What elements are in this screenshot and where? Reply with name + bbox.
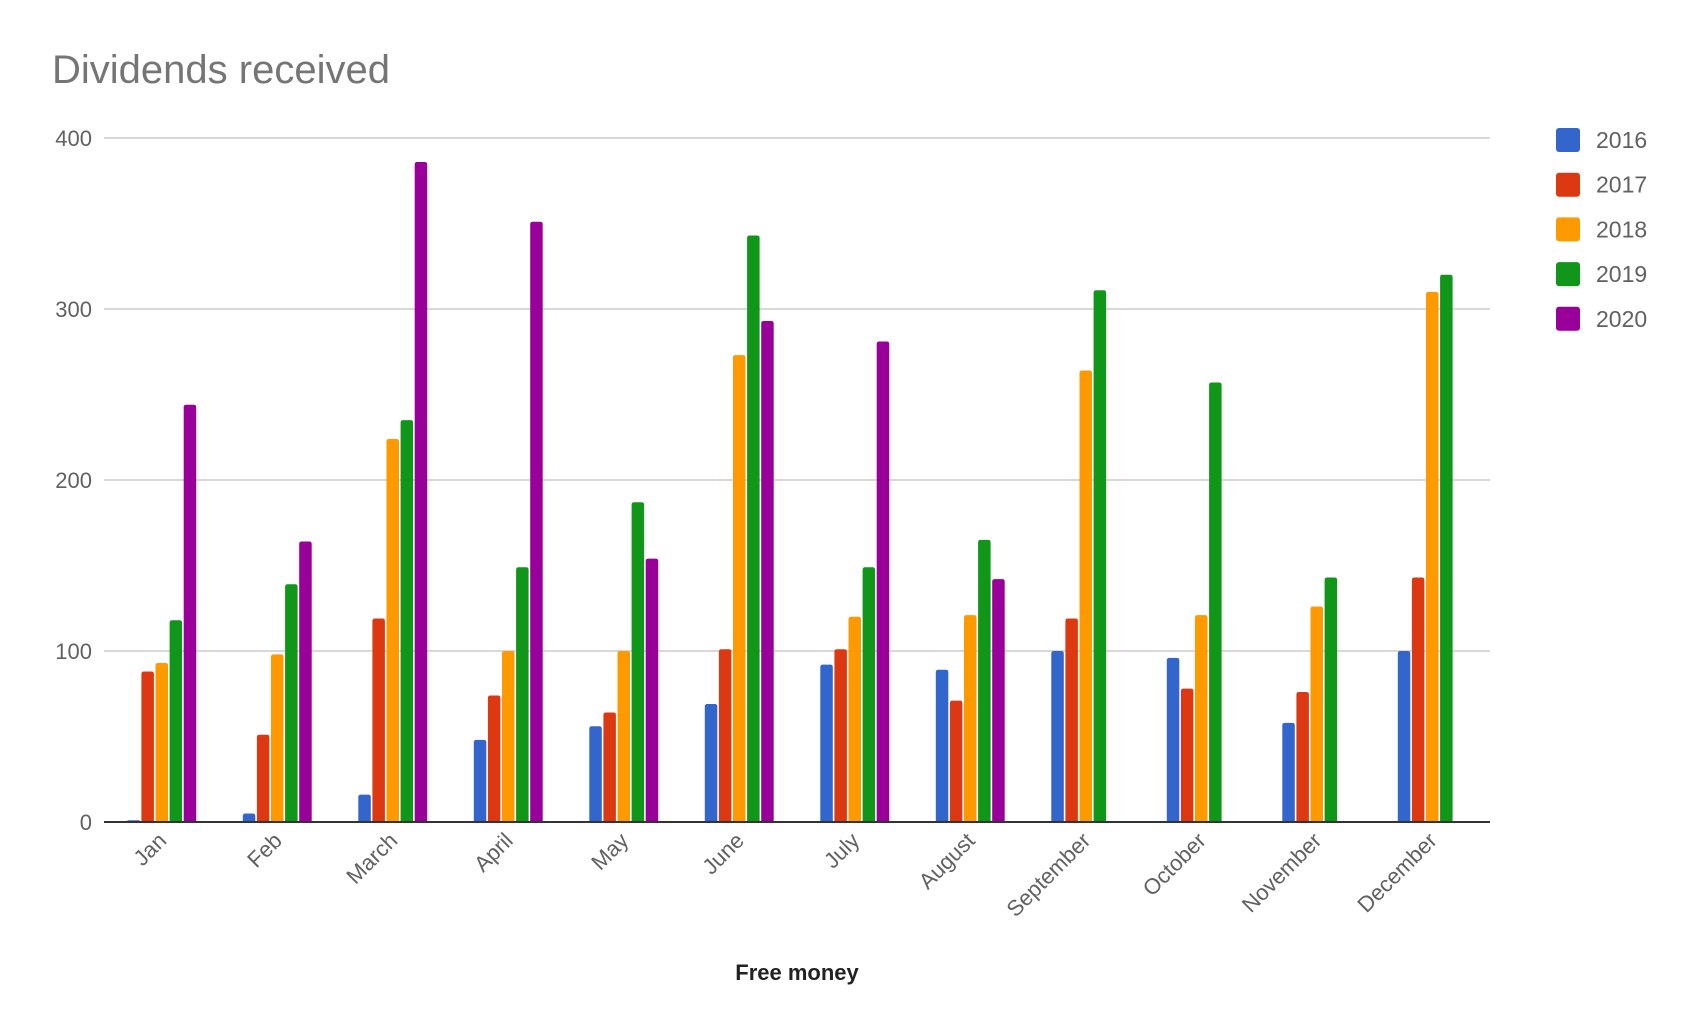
- x-category-label: July: [819, 828, 864, 873]
- x-category-label: May: [586, 828, 633, 875]
- bar-2016-july: [820, 664, 833, 822]
- bar-2018-jan: [155, 662, 168, 822]
- bar-2019-june: [747, 235, 760, 823]
- x-category-label: September: [1002, 828, 1096, 922]
- bar-2017-november: [1296, 692, 1309, 822]
- x-category-label: Feb: [242, 828, 286, 872]
- y-tick-label: 200: [55, 468, 92, 493]
- bar-2020-august: [992, 579, 1005, 822]
- bar-2018-december: [1426, 291, 1439, 822]
- bar-2020-july: [876, 341, 890, 822]
- y-axis-ticks: 0 100 200 300 400: [55, 126, 92, 835]
- x-category-label: December: [1352, 828, 1441, 917]
- bar-2017-july: [834, 649, 847, 822]
- y-tick-label: 100: [55, 639, 92, 664]
- bar-2017-may: [603, 712, 616, 822]
- x-axis-title: Free money: [735, 960, 859, 985]
- x-category-label: April: [469, 828, 518, 877]
- legend-swatch-2017: [1556, 172, 1580, 197]
- bar-2018-april: [502, 651, 515, 822]
- bar-2017-august: [949, 700, 963, 822]
- legend-swatch-2020: [1556, 306, 1580, 331]
- legend-swatch-2016: [1556, 128, 1580, 152]
- gridlines: [104, 137, 1490, 652]
- y-tick-label: 0: [80, 810, 92, 835]
- bar-2019-december: [1440, 274, 1453, 822]
- bar-2018-feb: [271, 654, 284, 822]
- x-category-label: November: [1237, 828, 1326, 917]
- bar-2019-october: [1209, 382, 1222, 822]
- bar-2018-november: [1310, 606, 1323, 822]
- bar-2018-october: [1195, 615, 1208, 822]
- bar-2018-september: [1079, 370, 1092, 822]
- bar-2018-may: [617, 651, 630, 822]
- bar-2017-december: [1411, 577, 1425, 822]
- bars: [127, 161, 1453, 823]
- bar-2019-september: [1093, 290, 1107, 822]
- bar-2016-june: [704, 704, 718, 822]
- y-tick-label: 300: [55, 297, 92, 322]
- bar-2020-jan: [183, 404, 197, 822]
- x-category-label: March: [341, 828, 402, 889]
- bar-2016-feb: [242, 813, 256, 822]
- legend-label-2017: 2017: [1596, 172, 1647, 198]
- legend-label-2016: 2016: [1596, 127, 1647, 153]
- legend-swatch-2018: [1556, 217, 1580, 242]
- legend-label-2019: 2019: [1596, 261, 1647, 287]
- legend-label-2020: 2020: [1596, 306, 1647, 332]
- bar-2017-september: [1065, 618, 1078, 822]
- bar-2019-march: [400, 420, 414, 822]
- legend-swatch-2019: [1556, 262, 1580, 287]
- x-category-label: Jan: [129, 828, 172, 871]
- bar-2017-october: [1180, 688, 1194, 822]
- bar-2019-jan: [169, 620, 183, 822]
- bar-2018-august: [964, 615, 977, 822]
- bar-2018-june: [733, 355, 746, 822]
- bar-2019-august: [978, 539, 991, 822]
- x-category-label: October: [1138, 828, 1211, 901]
- bar-2017-april: [487, 695, 501, 822]
- x-axis-categories: Jan Feb March April May June July August Septemb…: [129, 828, 1442, 922]
- bar-2019-july: [862, 567, 876, 822]
- bar-2019-april: [516, 567, 529, 822]
- bar-2018-july: [848, 616, 861, 822]
- bar-2016-may: [589, 726, 602, 822]
- bar-2019-may: [631, 502, 645, 822]
- bar-2017-jan: [141, 671, 154, 822]
- x-category-label: August: [914, 828, 980, 894]
- x-category-label: June: [697, 828, 748, 879]
- bar-2020-feb: [299, 541, 312, 822]
- legend-label-2018: 2018: [1596, 216, 1647, 242]
- bar-2016-march: [358, 794, 371, 822]
- chart-title: Dividends received: [52, 48, 390, 92]
- bar-2020-march: [414, 161, 428, 822]
- bar-2016-august: [935, 669, 949, 822]
- bar-2017-feb: [256, 734, 270, 822]
- bar-2016-april: [473, 739, 487, 822]
- bar-2017-march: [372, 618, 385, 822]
- bar-2016-october: [1166, 657, 1180, 822]
- bar-2019-november: [1324, 577, 1338, 822]
- y-tick-label: 400: [55, 126, 92, 151]
- bar-2019-feb: [285, 584, 298, 822]
- bar-2018-march: [386, 438, 399, 822]
- legend: 2016 2017 2018 2019 2020: [1556, 127, 1647, 332]
- bar-2020-june: [761, 320, 774, 822]
- bar-2016-september: [1051, 651, 1064, 822]
- bar-2017-june: [718, 649, 732, 822]
- bar-2020-may: [645, 558, 659, 822]
- bar-2016-december: [1397, 651, 1411, 822]
- bar-2016-november: [1282, 722, 1295, 822]
- bar-2020-april: [530, 221, 543, 823]
